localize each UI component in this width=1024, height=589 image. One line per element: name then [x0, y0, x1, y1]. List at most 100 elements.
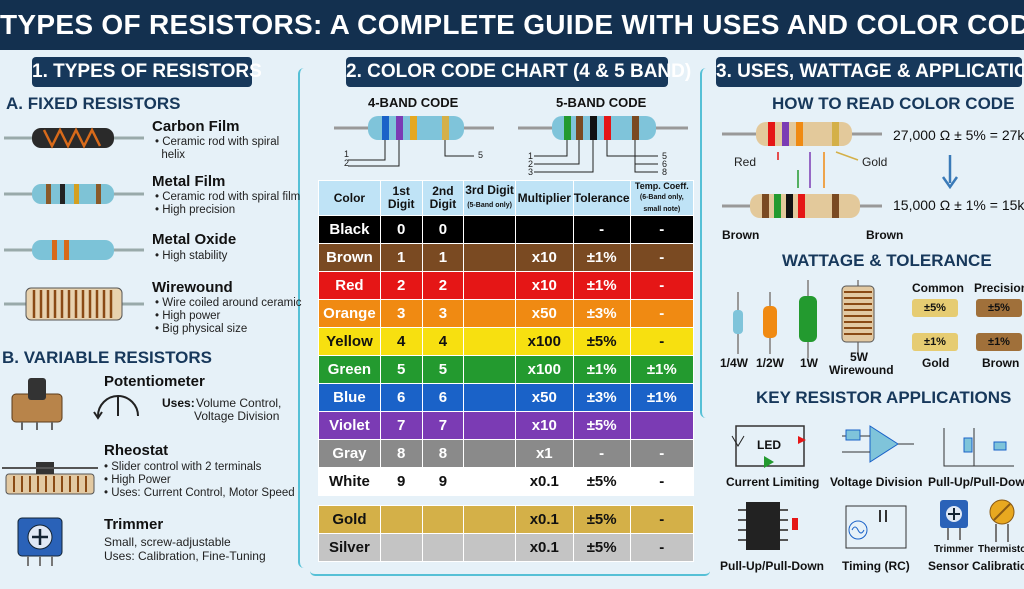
voltage-division-icon: [842, 425, 914, 463]
wattage-label: 1/2W: [756, 356, 785, 370]
first-digit-cell: 7: [379, 411, 423, 440]
tolerance-pill: ±5%: [976, 299, 1022, 317]
metal-film-title: Metal Film: [152, 173, 226, 190]
trimmer-title: Trimmer: [104, 516, 164, 533]
metal-film-desc: • Ceramic rod with spiral film: [155, 191, 301, 203]
color-name-cell: Blue: [318, 383, 381, 412]
page-title: TYPES OF RESISTORS: A COMPLETE GUIDE WIT…: [0, 0, 1024, 50]
read-example-1-value: 27,000 Ω ± 5% = 27kΩ: [893, 127, 1024, 143]
tolerance-common-label: Common: [912, 281, 964, 295]
third-digit-cell: [463, 383, 516, 412]
five-band-number: 5: [662, 151, 668, 161]
wirewound-desc: • Big physical size: [155, 323, 248, 335]
header-temp-coeff-label: Temp. Coeff.: [634, 181, 689, 191]
connector-line: [700, 68, 714, 418]
temp-coeff-cell: -: [629, 505, 695, 534]
wattage-label: 1/4W: [720, 356, 749, 370]
header-second-digit: 2nd Digit: [421, 180, 465, 216]
third-digit-cell: [463, 439, 516, 468]
metal-oxide-desc: • High stability: [155, 250, 228, 262]
second-digit-cell: 0: [421, 215, 465, 244]
multiplier-cell: x0.1: [514, 533, 574, 562]
trimmer-desc: Uses: Calibration, Fine-Tuning: [104, 549, 266, 563]
trimmer-desc: Small, screw-adjustable: [104, 535, 231, 549]
color-name-cell: Red: [318, 271, 381, 300]
second-digit-cell: 5: [421, 355, 465, 384]
temp-coeff-cell: ±1%: [629, 355, 695, 384]
table-row: Violet 7 7 x10 ±5%: [318, 411, 695, 440]
third-digit-cell: [463, 215, 516, 244]
wirewound-desc: • Wire coiled around ceramic: [155, 297, 302, 309]
first-digit-cell: 9: [379, 467, 423, 496]
five-band-number: 1: [528, 151, 534, 161]
third-digit-cell: [463, 243, 516, 272]
wattage-resistors-image: [733, 280, 875, 358]
thermistor-icon: [989, 499, 1015, 542]
pull-up-pull-down-icon: [943, 428, 1014, 467]
table-row: Red 2 2 x10 ±1% -: [318, 271, 695, 300]
metal-oxide-title: Metal Oxide: [152, 231, 237, 248]
third-digit-cell: [463, 411, 516, 440]
first-digit-cell: 0: [379, 215, 423, 244]
table-row: Brown 1 1 x10 ±1% -: [318, 243, 695, 272]
tolerance-cell: -: [572, 215, 631, 244]
table-row: Gold x0.1 ±5% -: [318, 505, 695, 534]
multiplier-cell: x50: [514, 299, 574, 328]
temp-coeff-cell: -: [629, 533, 695, 562]
carbon-film-title: Carbon Film: [152, 118, 240, 135]
ic-chip-icon: [738, 502, 798, 550]
potentiometer-uses-label: Uses:: [162, 396, 195, 410]
temp-coeff-cell: -: [629, 299, 695, 328]
potentiometer-title: Potentiometer: [104, 373, 205, 390]
tolerance-cell: ±5%: [572, 467, 631, 496]
tolerance-cell: ±5%: [572, 411, 631, 440]
rheostat-image: [2, 462, 98, 495]
metal-film-desc: • High precision: [155, 204, 236, 216]
app-pull-up-pull-down: Pull-Up/Pull-Down: [928, 475, 1024, 489]
tolerance-cell: ±5%: [572, 533, 631, 562]
color-name-cell: Black: [318, 215, 381, 244]
first-digit-cell: 3: [379, 299, 423, 328]
multiplier-cell: x1: [514, 439, 574, 468]
read-example-2-value: 15,000 Ω ± 1% = 15kΩ: [893, 197, 1024, 213]
wirewound-desc: • High power: [155, 310, 221, 322]
wattage-heading: WATTAGE & TOLERANCE: [782, 251, 992, 270]
wattage-label: 1W: [800, 356, 818, 370]
first-digit-cell: 8: [379, 439, 423, 468]
first-digit-cell: 1: [379, 243, 423, 272]
second-digit-cell: 8: [421, 439, 465, 468]
applications-heading: KEY RESISTOR APPLICATIONS: [756, 388, 1012, 407]
third-digit-cell: [463, 327, 516, 356]
table-row: Green 5 5 x100 ±1% ±1%: [318, 355, 695, 384]
table-row: Yellow 4 4 x100 ±5% -: [318, 327, 695, 356]
tolerance-cell: ±3%: [572, 383, 631, 412]
four-band-number: 5: [478, 150, 484, 160]
second-digit-cell: 1: [421, 243, 465, 272]
section-1-header: 1. TYPES OF RESISTORS: [32, 57, 262, 87]
potentiometer-uses: Voltage Division: [194, 409, 280, 423]
section-2-header: 2. COLOR CODE CHART (4 & 5 BAND): [346, 57, 691, 87]
table-row: White 9 9 x0.1 ±5% -: [318, 467, 695, 496]
read-arrows: [777, 151, 859, 188]
third-digit-cell: [463, 505, 516, 534]
temp-coeff-cell: -: [629, 271, 695, 300]
trimmer-label: Trimmer: [934, 544, 974, 555]
second-digit-cell: [421, 533, 465, 562]
color-name-cell: Violet: [318, 411, 381, 440]
header-first-digit: 1st Digit: [379, 180, 423, 216]
app-sensor-calibration: Sensor Calibration: [928, 559, 1024, 573]
table-row: Blue 6 6 x50 ±3% ±1%: [318, 383, 695, 412]
four-band-number: 1: [344, 149, 350, 159]
third-digit-cell: [463, 355, 516, 384]
temp-coeff-cell: -: [629, 215, 695, 244]
five-band-number: 3: [528, 167, 534, 177]
led-label: LED: [757, 438, 781, 452]
potentiometer-image: [11, 378, 63, 430]
multiplier-cell: x10: [514, 411, 574, 440]
wirewound-title: Wirewound: [152, 279, 233, 296]
tolerance-pill: ±1%: [912, 333, 958, 351]
wattage-label: 5W: [850, 350, 868, 364]
tolerance-precision-label: Precision: [974, 281, 1024, 295]
header-temp-coeff-note: (6-Band only, small note): [639, 194, 684, 213]
tolerance-cell: -: [572, 439, 631, 468]
